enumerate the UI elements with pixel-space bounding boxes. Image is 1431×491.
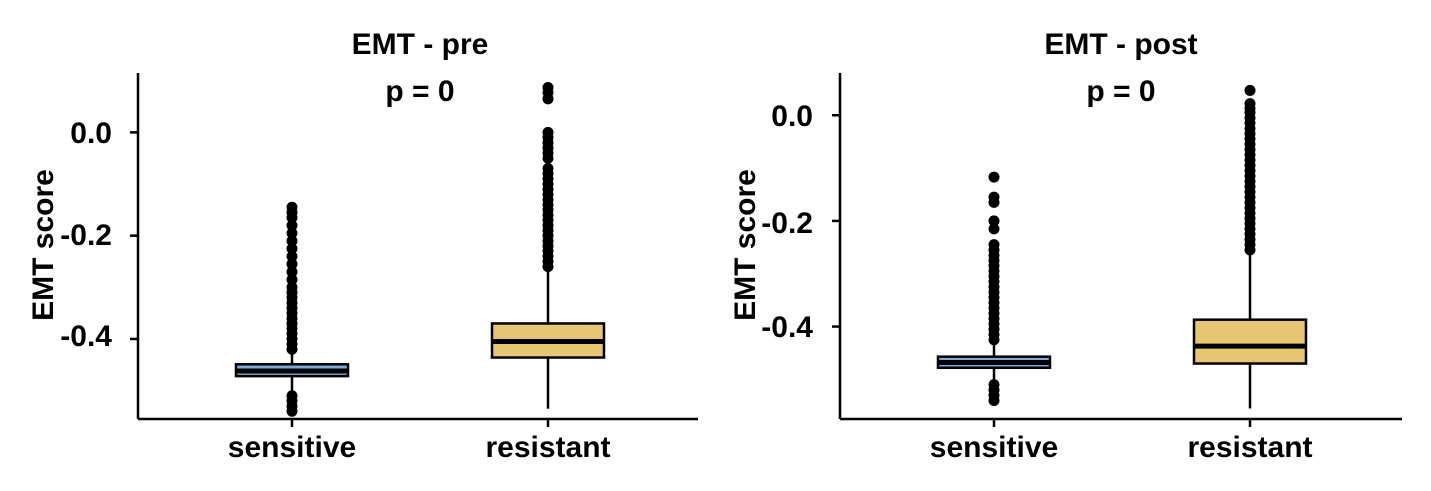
- outlier-point-resistant: [542, 152, 554, 164]
- x-tick-label-resistant: resistant: [1187, 431, 1312, 464]
- p-value-annotation: p = 0: [385, 75, 454, 108]
- y-axis-label: EMT score: [27, 169, 60, 321]
- p-value-annotation: p = 0: [1086, 75, 1155, 108]
- outlier-point-resistant: [542, 261, 554, 273]
- outlier-point-resistant: [542, 93, 554, 105]
- y-tick-label: -0.4: [761, 311, 813, 344]
- chart-title: EMT - post: [1044, 28, 1197, 61]
- y-tick-label: -0.2: [761, 207, 813, 240]
- panel-emt-post: EMT - post p = 0 EMT score sensitive res…: [729, 28, 1402, 464]
- panel-emt-pre: EMT - pre p = 0 EMT score sensitive resi…: [27, 28, 698, 464]
- x-tick-label-sensitive: sensitive: [930, 431, 1058, 464]
- outlier-point-sensitive: [286, 235, 298, 247]
- outlier-point-sensitive: [286, 258, 298, 270]
- outlier-point-sensitive: [286, 250, 298, 262]
- y-tick-label: 0.0: [771, 100, 813, 133]
- outlier-point-sensitive: [988, 196, 1000, 208]
- outlier-point-sensitive: [286, 219, 298, 231]
- y-tick-label: 0.0: [70, 117, 112, 150]
- outlier-point-sensitive: [286, 212, 298, 224]
- outlier-point-sensitive: [286, 243, 298, 255]
- y-tick-label: -0.4: [60, 320, 112, 353]
- outlier-point-sensitive: [286, 274, 298, 286]
- outlier-point-resistant: [1244, 244, 1256, 256]
- chart-title: EMT - pre: [352, 28, 489, 61]
- outlier-point-sensitive: [286, 227, 298, 239]
- x-tick-label-resistant: resistant: [485, 431, 610, 464]
- box-resistant: [1192, 318, 1308, 365]
- outlier-point-sensitive: [286, 266, 298, 278]
- outlier-point-sensitive: [286, 405, 298, 417]
- outlier-point-sensitive: [988, 215, 1000, 227]
- outlier-point-sensitive: [988, 334, 1000, 346]
- outlier-point-sensitive: [988, 395, 1000, 407]
- outlier-point-resistant: [1244, 84, 1256, 96]
- y-tick-label: -0.2: [60, 219, 112, 252]
- outlier-point-sensitive: [286, 343, 298, 355]
- outlier-point-sensitive: [988, 171, 1000, 183]
- y-axis-label: EMT score: [729, 169, 762, 321]
- x-tick-label-sensitive: sensitive: [228, 431, 356, 464]
- outlier-point-sensitive: [988, 223, 1000, 235]
